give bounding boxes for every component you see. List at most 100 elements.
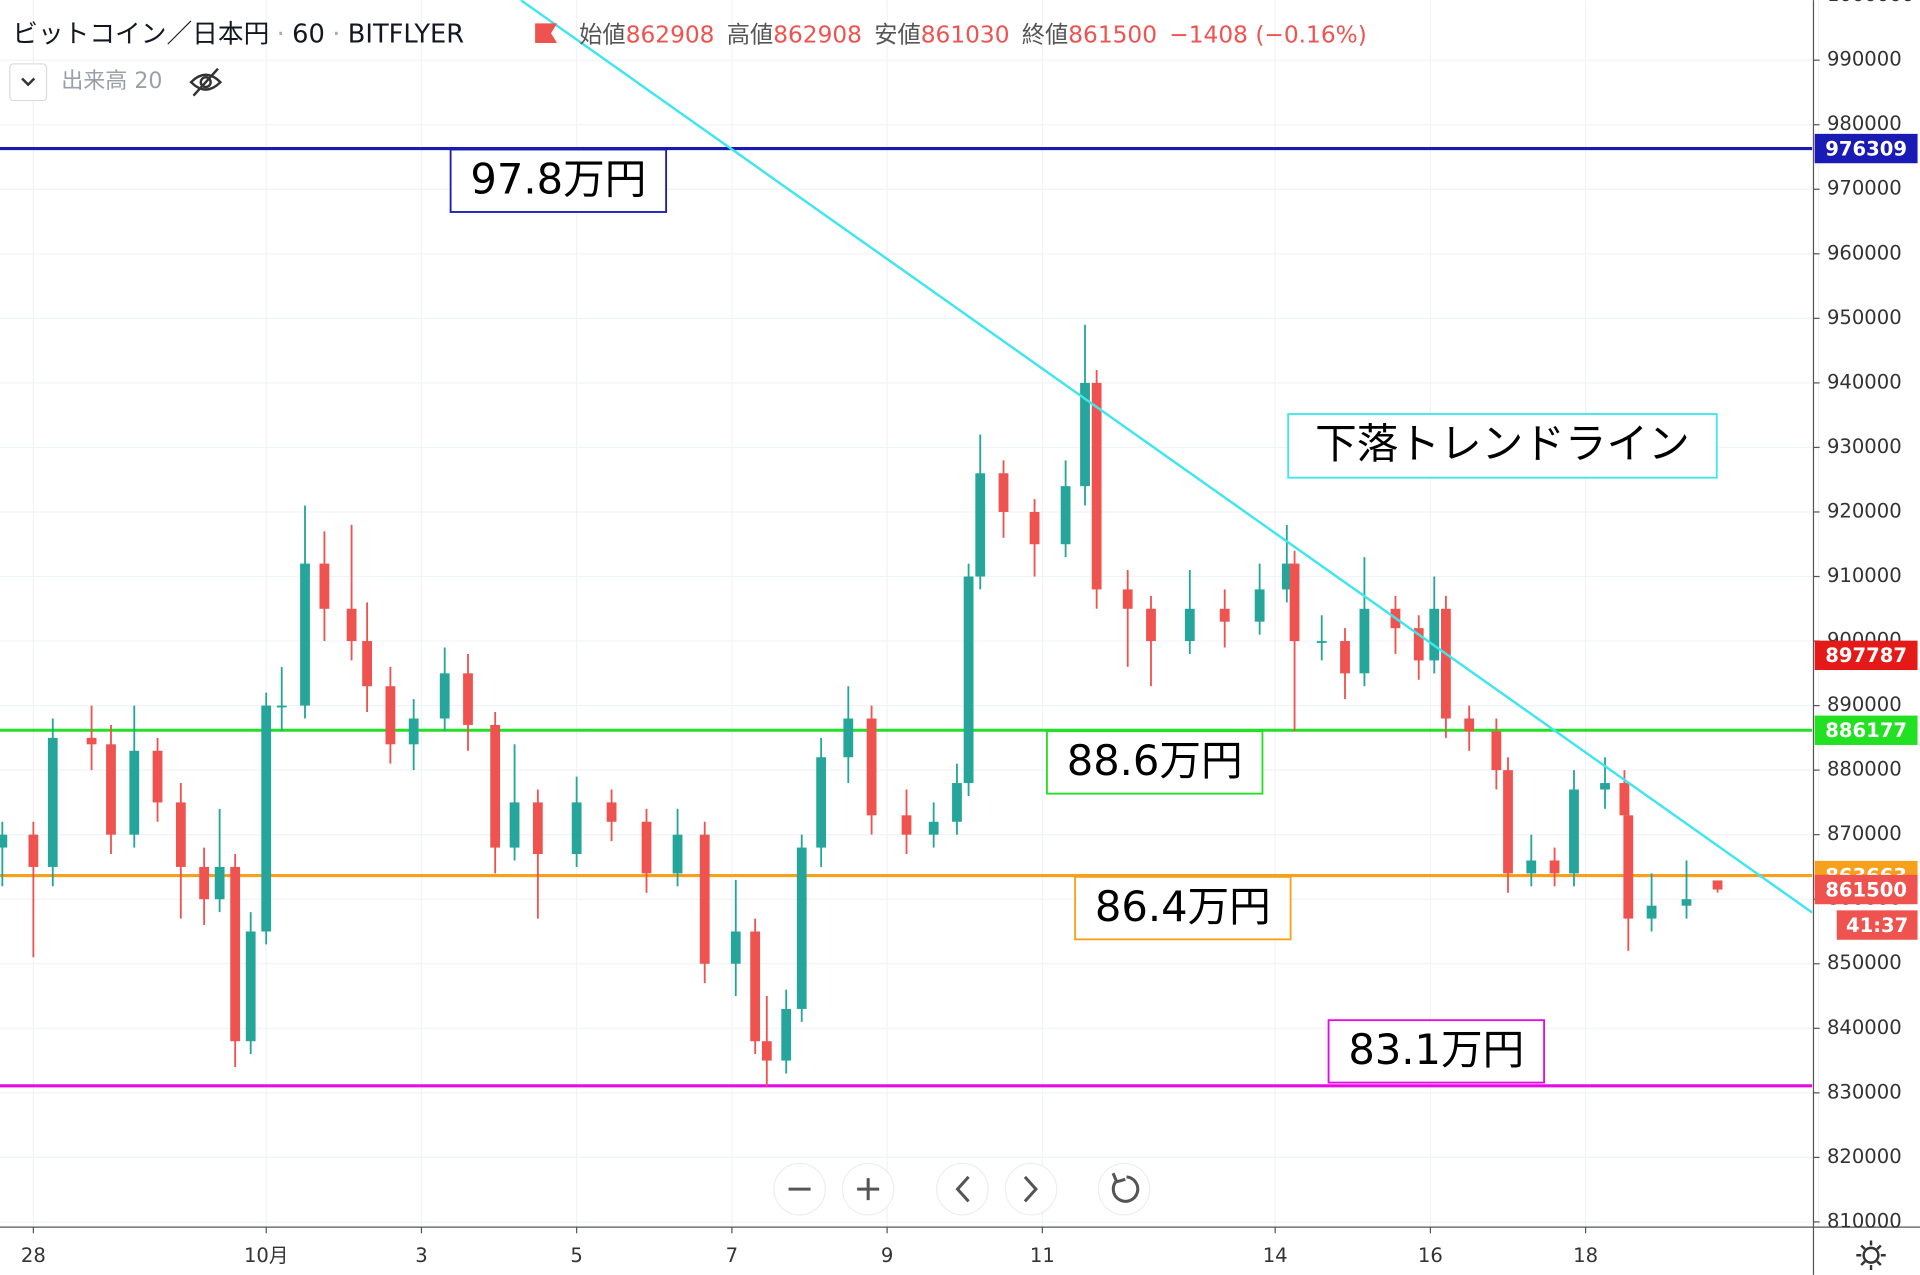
level-label-box — [1046, 730, 1264, 795]
candle-body — [129, 750, 140, 835]
candle-body — [750, 931, 761, 1042]
y-tick-label: 910000 — [1827, 564, 1902, 587]
candle-body — [1184, 608, 1195, 642]
candle-body — [1080, 382, 1090, 487]
collapse-button[interactable] — [9, 63, 48, 102]
price-tag-label: 886177 — [1825, 719, 1907, 742]
candle-body — [1316, 641, 1327, 643]
level-label-box — [1074, 875, 1292, 941]
legend-header: ビットコイン／日本円 · 60 · BITFLYER 始値862908 高値862908 安… — [9, 19, 1367, 102]
y-tick-label: 960000 — [1827, 241, 1902, 264]
candle-body — [1413, 628, 1424, 661]
level-label: 88.6万円 — [1067, 736, 1243, 785]
change-value: −1408 (−0.16%) — [1169, 21, 1367, 48]
price-tag-label: 976309 — [1825, 137, 1907, 160]
x-tick-label: 5 — [570, 1244, 582, 1267]
level-label: 97.8万円 — [470, 155, 646, 204]
zoom-out-button[interactable] — [773, 1162, 826, 1216]
candle-body — [1569, 789, 1579, 874]
level-label-box — [1327, 1019, 1545, 1084]
ohlc-label: 終値 — [1022, 21, 1069, 48]
ohlc-label: 始値 — [579, 21, 626, 48]
candle-body — [1359, 608, 1370, 674]
y-tick-label: 920000 — [1827, 499, 1902, 522]
candle-body — [571, 802, 582, 855]
candle-body — [866, 718, 877, 816]
x-tick-label: 14 — [1263, 1244, 1288, 1267]
x-tick-label: 16 — [1418, 1244, 1443, 1267]
candle-body — [509, 802, 520, 848]
candle-body — [1464, 718, 1475, 732]
x-tick-label: 7 — [726, 1244, 738, 1267]
candle-body — [0, 834, 8, 848]
ohlc-value: 861030 — [921, 21, 1010, 48]
chevron-icon — [21, 77, 36, 87]
x-tick-label: 9 — [881, 1244, 893, 1267]
reset-button[interactable] — [1097, 1162, 1151, 1216]
candle-body — [214, 866, 225, 900]
y-tick-label: 1000000 — [1827, 0, 1914, 6]
candle-body — [1491, 731, 1502, 771]
candle-body — [1146, 608, 1156, 642]
candle-body — [1429, 608, 1440, 661]
candle-body — [928, 821, 939, 835]
candle-body — [300, 563, 310, 706]
candle-body — [1254, 589, 1265, 622]
level-label: 86.4万円 — [1095, 882, 1271, 931]
y-tick-label: 840000 — [1827, 1016, 1902, 1039]
flag-icon — [535, 23, 558, 44]
volume-label: 出来高 20 — [61, 69, 162, 94]
symbol: ビットコイン／日本円 — [12, 19, 269, 49]
navigation-buttons — [773, 1162, 1151, 1216]
candle-body — [699, 834, 710, 964]
ohlc-label: 安値 — [874, 21, 921, 48]
candle-body — [1646, 905, 1657, 919]
countdown-tag — [1836, 910, 1918, 940]
hide-icon[interactable] — [189, 67, 223, 97]
candle-body — [175, 802, 186, 867]
trend-line — [520, 0, 1813, 914]
candle-body — [1600, 783, 1610, 790]
y-tick-label: 950000 — [1827, 306, 1902, 329]
x-tick-label: 2 — [1812, 1244, 1824, 1267]
grid — [0, 0, 1820, 1228]
candle-body — [1340, 641, 1350, 674]
countdown-label: 41:37 — [1846, 914, 1908, 937]
symbol-row: ビットコイン／日本円 · 60 · BITFLYER — [12, 19, 464, 49]
candle-body — [1441, 608, 1451, 719]
interval: 60 — [292, 19, 325, 49]
candle-body — [86, 737, 97, 745]
candle-body — [730, 931, 741, 964]
scroll-left-button[interactable] — [936, 1162, 989, 1216]
y-tick-label: 890000 — [1827, 693, 1902, 716]
candle-body — [1060, 486, 1071, 545]
y-tick-label: 990000 — [1827, 48, 1902, 71]
candle-body — [261, 705, 272, 932]
plot-area: 97.8万円 88.6万円 86.4万円 83.1万円 下落トレンドライン — [0, 0, 1813, 1088]
x-tick-label: 28 — [21, 1244, 46, 1267]
candle-body — [672, 834, 683, 874]
ohlc-value: 862908 — [626, 21, 715, 48]
price-tag-label: 897787 — [1825, 644, 1907, 667]
candle-body — [1029, 511, 1040, 545]
trend-label: 下落トレンドライン — [1315, 419, 1690, 468]
price-tag — [1814, 874, 1918, 905]
candle-body — [1122, 589, 1133, 609]
level-label: 83.1万円 — [1348, 1025, 1524, 1074]
x-tick-label: 11 — [1030, 1244, 1055, 1267]
candle-body — [901, 815, 912, 835]
candle-body — [998, 473, 1009, 512]
candle-body — [1219, 608, 1230, 622]
price-tag-label: 861500 — [1825, 878, 1907, 901]
candle-body — [1623, 815, 1634, 919]
candle-body — [1619, 783, 1630, 816]
candle-body — [152, 750, 163, 803]
settings-icon[interactable] — [1856, 1240, 1886, 1270]
candle-body — [975, 473, 986, 577]
scroll-right-button[interactable] — [1004, 1162, 1058, 1216]
candle-body — [963, 576, 974, 784]
zoom-in-button[interactable] — [841, 1162, 895, 1216]
trend-label-box — [1287, 413, 1718, 479]
y-tick-label: 820000 — [1827, 1145, 1902, 1168]
